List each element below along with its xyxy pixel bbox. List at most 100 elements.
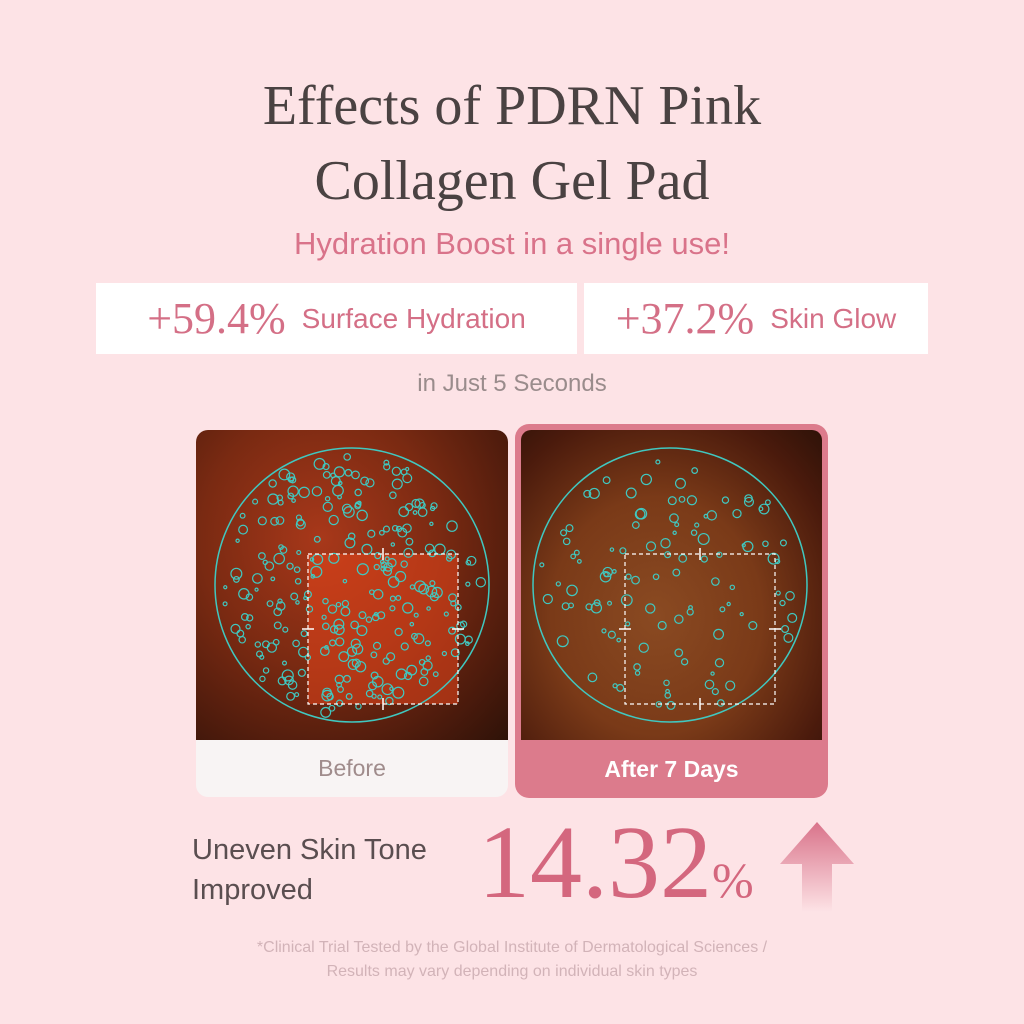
spot-marker <box>270 516 279 526</box>
spot-marker <box>539 562 545 568</box>
spot-marker <box>327 604 338 614</box>
spot-marker <box>411 498 421 508</box>
spot-marker <box>729 584 736 591</box>
spot-marker <box>240 613 249 621</box>
result-label-line-2: Improved <box>192 874 313 906</box>
spot-marker <box>328 552 340 564</box>
spot-marker <box>296 549 302 556</box>
spot-marker <box>354 488 362 497</box>
spot-marker <box>405 466 410 472</box>
spot-marker <box>645 603 656 614</box>
spot-marker <box>459 620 468 628</box>
spot-marker <box>431 586 443 599</box>
spot-marker <box>345 693 353 700</box>
spot-marker <box>287 485 299 497</box>
spot-marker <box>665 688 670 694</box>
spot-marker <box>372 589 384 600</box>
result-number: 14.32 <box>478 805 712 920</box>
spot-marker <box>238 588 250 600</box>
spot-marker <box>625 621 631 627</box>
spot-marker <box>403 547 414 558</box>
spot-marker <box>270 576 276 582</box>
spot-marker <box>298 646 309 658</box>
spot-marker <box>295 600 300 605</box>
spot-marker <box>691 467 699 474</box>
spot-marker <box>414 498 425 509</box>
spot-marker <box>418 583 430 595</box>
spot-marker <box>465 581 471 587</box>
spot-marker <box>726 601 731 607</box>
spot-marker <box>382 525 390 533</box>
spot-marker <box>294 578 302 585</box>
spot-marker <box>309 557 315 562</box>
spot-marker <box>402 602 414 614</box>
spot-marker <box>332 484 344 497</box>
spot-marker <box>625 487 637 499</box>
spot-marker <box>400 560 408 568</box>
spot-marker <box>400 642 409 651</box>
spot-marker <box>694 522 700 528</box>
spot-marker <box>588 487 600 500</box>
spot-marker <box>330 476 341 487</box>
spot-marker <box>374 552 382 560</box>
spot-marker <box>356 509 368 522</box>
spot-marker <box>404 502 414 512</box>
spot-marker <box>277 598 283 604</box>
spot-marker <box>384 556 390 562</box>
spot-marker <box>405 537 414 546</box>
spot-marker <box>297 668 306 677</box>
spot-marker <box>616 683 625 692</box>
analysis-circle <box>532 447 808 723</box>
result-label: Uneven Skin Tone Improved <box>192 830 427 910</box>
spot-marker <box>322 470 331 479</box>
spot-marker <box>295 519 306 530</box>
spot-marker <box>664 551 672 559</box>
spot-marker <box>294 692 300 698</box>
spot-marker <box>378 529 385 536</box>
spot-marker <box>387 576 400 588</box>
spot-marker <box>700 555 708 563</box>
spot-marker <box>386 652 396 662</box>
spot-marker <box>711 688 719 696</box>
spot-marker <box>322 597 329 605</box>
title-line-2: Collagen Gel Pad <box>314 150 710 212</box>
spot-marker <box>779 539 787 547</box>
spot-marker <box>465 559 472 566</box>
spot-marker <box>239 512 246 519</box>
highlight-area <box>308 554 458 704</box>
spot-marker <box>246 614 254 622</box>
spot-marker <box>300 630 308 638</box>
spot-marker <box>663 679 670 687</box>
spot-marker <box>424 640 431 647</box>
spot-marker <box>310 565 323 578</box>
spot-marker <box>354 502 361 510</box>
spot-marker <box>635 507 648 520</box>
spot-marker <box>275 601 286 611</box>
spot-marker <box>475 576 487 588</box>
spot-marker <box>320 706 332 718</box>
spot-marker <box>372 641 382 650</box>
spot-marker <box>230 567 243 580</box>
spot-marker <box>566 584 578 597</box>
spot-marker <box>328 704 336 712</box>
spot-marker <box>625 573 632 580</box>
spot-marker <box>390 542 396 547</box>
spot-marker <box>725 680 736 691</box>
spot-marker <box>710 671 715 676</box>
spot-marker <box>267 493 279 505</box>
spot-marker <box>266 642 278 653</box>
spot-marker <box>717 699 725 707</box>
spot-marker <box>391 466 402 477</box>
spot-marker <box>678 553 688 563</box>
spot-marker <box>412 510 418 515</box>
spot-marker <box>395 595 402 601</box>
spot-marker <box>347 532 356 541</box>
spot-marker <box>398 506 410 518</box>
spot-marker <box>371 693 377 699</box>
before-skin-image <box>196 430 508 740</box>
spot-marker <box>616 637 622 643</box>
spot-marker <box>313 535 321 543</box>
spot-marker <box>337 494 342 500</box>
spot-marker <box>686 608 694 616</box>
spot-marker <box>686 495 698 506</box>
